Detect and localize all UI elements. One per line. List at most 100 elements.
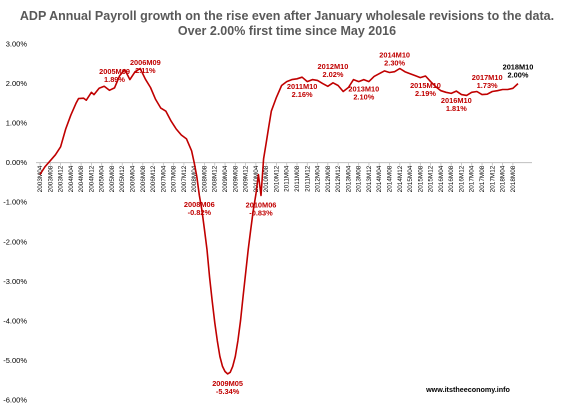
x-tick-label: 2018M08 <box>510 165 517 192</box>
x-tick-label: 2014M08 <box>387 165 394 192</box>
annotation-value: 2.02% <box>322 70 343 79</box>
x-tick-label: 2018M04 <box>500 165 507 192</box>
annotation-period: 2012M10 <box>318 62 349 71</box>
x-tick-label: 2009M08 <box>232 165 239 192</box>
x-tick-label: 2004M04 <box>68 165 75 192</box>
x-tick-label: 2012M12 <box>335 165 342 192</box>
x-tick-label: 2007M08 <box>171 165 178 192</box>
x-tick-label: 2012M08 <box>325 165 332 192</box>
annotation-layer: 2005M091.89%2006M092.11%2008M06-0.82%200… <box>99 51 533 396</box>
series-line <box>39 67 519 375</box>
x-tick-label: 2010M08 <box>263 165 270 192</box>
x-tick-label: 2006M04 <box>130 165 137 192</box>
y-tick-label: 3.00% <box>6 40 28 49</box>
annotation-period: 2013M10 <box>348 85 379 94</box>
x-tick-label: 2007M04 <box>160 165 167 192</box>
annotation-value: 1.81% <box>446 104 467 113</box>
annotation-value: -5.34% <box>216 387 240 396</box>
y-axis: 3.00% 2.00% 1.00% 0.00% -1.00% -2.00% -3.00% -4… <box>3 40 27 405</box>
x-tick-label: 2008M04 <box>191 165 198 192</box>
y-tick-label: -1.00% <box>3 198 27 207</box>
x-axis: 2003M04 2003M08 2003M12 2004M04 2004M08 2004M… <box>36 162 532 192</box>
annotation-period: 2014M10 <box>379 51 410 60</box>
x-tick-label: 2010M12 <box>273 165 280 192</box>
x-tick-label: 2014M12 <box>397 165 404 192</box>
x-tick-label: 2016M12 <box>458 165 465 192</box>
annotation-period: 2018M10 <box>503 63 534 72</box>
x-tick-label: 2015M04 <box>407 165 414 192</box>
x-tick-label: 2011M04 <box>284 165 291 192</box>
x-tick-label: 2004M08 <box>78 165 85 192</box>
x-tick-label: 2014M04 <box>376 165 383 192</box>
annotation-value: 2.10% <box>353 93 374 102</box>
y-tick-label: 0.00% <box>6 158 28 167</box>
annotation-period: 2005M09 <box>99 67 130 76</box>
x-tick-label: 2017M12 <box>489 165 496 192</box>
data-annotation: 2009M05-5.34% <box>212 379 243 396</box>
y-tick-label: -6.00% <box>3 396 27 405</box>
chart-subtitle: Over 2.00% first time since May 2016 <box>178 24 396 38</box>
series-layer <box>39 67 519 375</box>
x-tick-label: 2009M12 <box>243 165 250 192</box>
annotation-value: -0.82% <box>188 208 212 217</box>
x-tick-label: 2003M04 <box>37 165 44 192</box>
x-tick-label: 2008M08 <box>201 165 208 192</box>
x-tick-label: 2017M08 <box>479 165 486 192</box>
x-tick-label: 2013M12 <box>366 165 373 192</box>
chart-title: ADP Annual Payroll growth on the rise ev… <box>20 9 554 23</box>
x-tick-label: 2013M08 <box>356 165 363 192</box>
y-tick-label: -3.00% <box>3 277 27 286</box>
x-tick-label: 2008M12 <box>212 165 219 192</box>
annotation-period: 2009M05 <box>212 379 243 388</box>
x-tick-label: 2005M08 <box>109 165 116 192</box>
annotation-value: 1.73% <box>477 81 498 90</box>
x-tick-label: 2005M04 <box>99 165 106 192</box>
x-tick-label: 2010M04 <box>253 165 260 192</box>
annotation-period: 2010M06 <box>246 200 277 209</box>
y-tick-label: -5.00% <box>3 356 27 365</box>
x-tick-label: 2006M08 <box>140 165 147 192</box>
y-tick-label: -4.00% <box>3 316 27 325</box>
data-annotation: 2010M06-0.83% <box>246 200 277 217</box>
x-tick-label: 2016M04 <box>438 165 445 192</box>
x-tick-label: 2011M08 <box>294 165 301 192</box>
annotation-period: 2008M06 <box>184 200 215 209</box>
x-tick-label: 2003M12 <box>58 165 65 192</box>
annotation-period: 2006M09 <box>130 58 161 67</box>
x-tick-label: 2013M04 <box>345 165 352 192</box>
annotation-value: 1.89% <box>104 75 125 84</box>
annotation-value: 2.11% <box>135 66 156 75</box>
annotation-value: 2.19% <box>415 89 436 98</box>
annotation-period: 2011M10 <box>287 82 317 91</box>
x-tick-label: 2006M12 <box>150 165 157 192</box>
x-tick-label: 2005M12 <box>119 165 126 192</box>
source-label: www.itstheeconomy.info <box>425 385 510 394</box>
annotation-period: 2017M10 <box>472 73 503 82</box>
y-tick-label: 1.00% <box>6 119 28 128</box>
y-tick-label: 2.00% <box>6 79 28 88</box>
x-tick-label: 2012M04 <box>315 165 322 192</box>
x-tick-label: 2004M12 <box>88 165 95 192</box>
x-tick-label: 2016M08 <box>448 165 455 192</box>
annotation-value: 2.00% <box>508 71 529 80</box>
data-annotation: 2008M06-0.82% <box>184 200 215 217</box>
x-tick-label: 2003M08 <box>47 165 54 192</box>
x-tick-label: 2017M04 <box>469 165 476 192</box>
x-tick-label: 2015M08 <box>417 165 424 192</box>
y-tick-label: -2.00% <box>3 237 27 246</box>
x-tick-label: 2009M04 <box>222 165 229 192</box>
x-tick-label: 2007M12 <box>181 165 188 192</box>
annotation-period: 2015M10 <box>410 81 441 90</box>
x-tick-label: 2011M12 <box>304 165 311 192</box>
x-tick-label: 2015M12 <box>428 165 435 192</box>
